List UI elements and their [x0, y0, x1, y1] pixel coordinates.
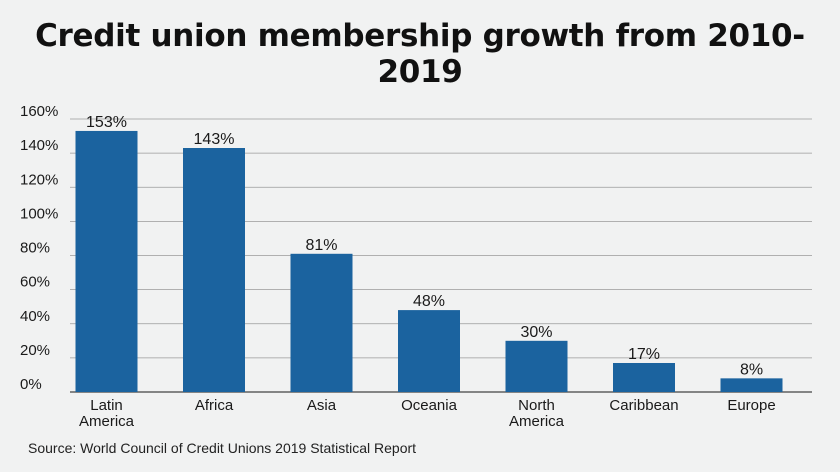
category-label-line: Caribbean	[609, 397, 678, 414]
y-tick-label: 60%	[20, 274, 50, 291]
category-label-line: Latin	[90, 397, 123, 414]
source-note: Source: World Council of Credit Unions 2…	[28, 440, 417, 456]
y-tick-label: 40%	[20, 308, 50, 325]
y-tick-label: 160%	[20, 103, 58, 120]
data-label: 153%	[86, 114, 127, 131]
chart-title: Credit union membership growth from 2010…	[35, 18, 805, 90]
y-axis-tick-labels: 0% 20% 40% 60% 80% 100% 120% 140% 160%	[20, 103, 58, 393]
y-tick-label: 80%	[20, 240, 50, 257]
bar	[398, 310, 460, 392]
data-label: 8%	[740, 361, 763, 378]
data-label: 17%	[628, 346, 660, 363]
category-label-line: Asia	[307, 397, 337, 414]
y-tick-label: 120%	[20, 171, 58, 188]
category-label: North America	[509, 397, 565, 430]
data-labels: 153% 143% 81% 48% 30% 17% 8%	[86, 114, 763, 378]
category-label: Caribbean	[609, 397, 678, 414]
y-tick-label: 140%	[20, 137, 58, 154]
data-label: 48%	[413, 293, 445, 310]
category-label-line: Africa	[195, 397, 234, 414]
category-label-line: North	[518, 397, 555, 414]
bar	[613, 362, 675, 392]
category-label: Oceania	[401, 397, 458, 414]
category-label-line: Europe	[727, 397, 775, 414]
category-label-line: Oceania	[401, 397, 458, 414]
category-label-line: America	[79, 413, 135, 430]
bar	[183, 148, 245, 392]
bars	[75, 130, 783, 392]
category-label: Asia	[307, 397, 337, 414]
data-label: 143%	[194, 131, 235, 148]
category-label: Latin America	[79, 397, 135, 430]
category-label-line: America	[509, 413, 565, 430]
data-label: 81%	[305, 237, 337, 254]
bar	[290, 253, 353, 392]
y-tick-label: 20%	[20, 342, 50, 359]
y-tick-label: 100%	[20, 205, 58, 222]
data-label: 30%	[520, 324, 552, 341]
bar	[75, 130, 138, 392]
category-label: Africa	[195, 397, 234, 414]
bar	[505, 340, 568, 392]
bar	[720, 378, 783, 392]
category-label: Europe	[727, 397, 775, 414]
y-tick-label: 0%	[20, 376, 42, 393]
